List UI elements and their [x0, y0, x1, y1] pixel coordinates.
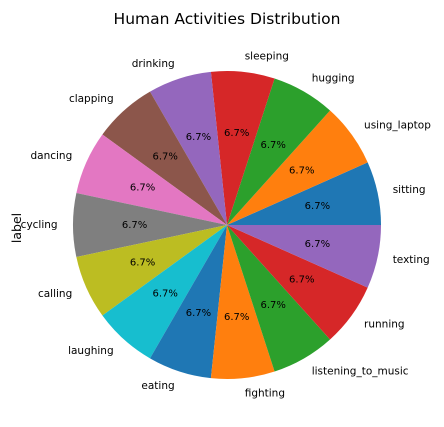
percentage-label: 6.7%	[260, 140, 285, 151]
pie-slice-listening-to-music	[227, 225, 331, 372]
category-label-drinking: drinking	[132, 58, 175, 70]
percentage-label: 6.7%	[305, 239, 330, 250]
pie-slice-laughing	[102, 225, 227, 359]
category-label-running: running	[364, 319, 405, 331]
percentage-label: 6.7%	[122, 220, 147, 231]
category-label-texting: texting	[393, 254, 430, 266]
chart-title: Human Activities Distribution	[114, 10, 341, 28]
category-label-using-laptop: using_laptop	[364, 119, 431, 131]
pie-slice-clapping	[102, 91, 227, 226]
category-label-listening-to-music: listening_to_music	[312, 366, 409, 378]
category-label-cycling: cycling	[21, 219, 58, 231]
pie-slice-drinking	[150, 71, 227, 225]
pie-slices	[73, 71, 381, 379]
category-label-hugging: hugging	[312, 72, 355, 84]
percentage-label: 6.7%	[152, 151, 177, 162]
category-label-clapping: clapping	[69, 93, 114, 105]
y-axis-label: label	[9, 213, 24, 243]
percentage-label: 6.7%	[186, 308, 211, 319]
percentage-label: 6.7%	[152, 289, 177, 300]
category-label-laughing: laughing	[68, 345, 114, 357]
percentage-label: 6.7%	[289, 166, 314, 177]
percentage-label: 6.7%	[130, 258, 155, 269]
pie-slice-cycling	[73, 192, 227, 258]
pie-slice-dancing	[76, 134, 228, 225]
pie-slice-sitting	[227, 162, 381, 225]
category-label-fighting: fighting	[245, 387, 285, 399]
pie-slice-running	[227, 225, 368, 340]
percentage-label: 6.7%	[305, 201, 330, 212]
category-label-sleeping: sleeping	[245, 51, 289, 63]
category-label-eating: eating	[141, 380, 174, 392]
category-label-calling: calling	[38, 288, 72, 300]
percentage-label: 6.7%	[224, 128, 249, 139]
percentage-label: 6.7%	[289, 274, 314, 285]
percentage-label: 6.7%	[186, 132, 211, 143]
percentage-labels: 6.7% 6.7% 6.7% 6.7% 6.7% 6.7% 6.7% 6.7% 6.7% 6.7%…	[122, 128, 330, 323]
category-label-sitting: sitting	[393, 184, 426, 196]
percentage-label: 6.7%	[224, 312, 249, 323]
percentage-label: 6.7%	[130, 182, 155, 193]
pie-slice-fighting	[210, 225, 275, 379]
pie-slice-calling	[76, 225, 228, 316]
percentage-label: 6.7%	[260, 300, 285, 311]
pie-slice-using-laptop	[227, 110, 368, 225]
category-label-dancing: dancing	[30, 150, 72, 162]
pie-slice-hugging	[227, 78, 331, 226]
category-labels: sitting using_laptop hugging sleeping drinki…	[21, 51, 432, 400]
pie-slice-eating	[150, 225, 227, 379]
pie-slice-texting	[227, 225, 381, 288]
pie-slice-sleeping	[210, 71, 275, 225]
